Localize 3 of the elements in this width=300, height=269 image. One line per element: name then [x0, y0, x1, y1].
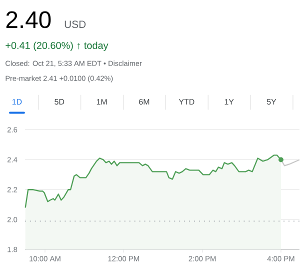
chart-title: 2.40: [6, 12, 51, 28]
chart-subtitle: USD: [64, 20, 86, 28]
text: +0.41 (20.60%) ↑ today: [6, 42, 108, 52]
